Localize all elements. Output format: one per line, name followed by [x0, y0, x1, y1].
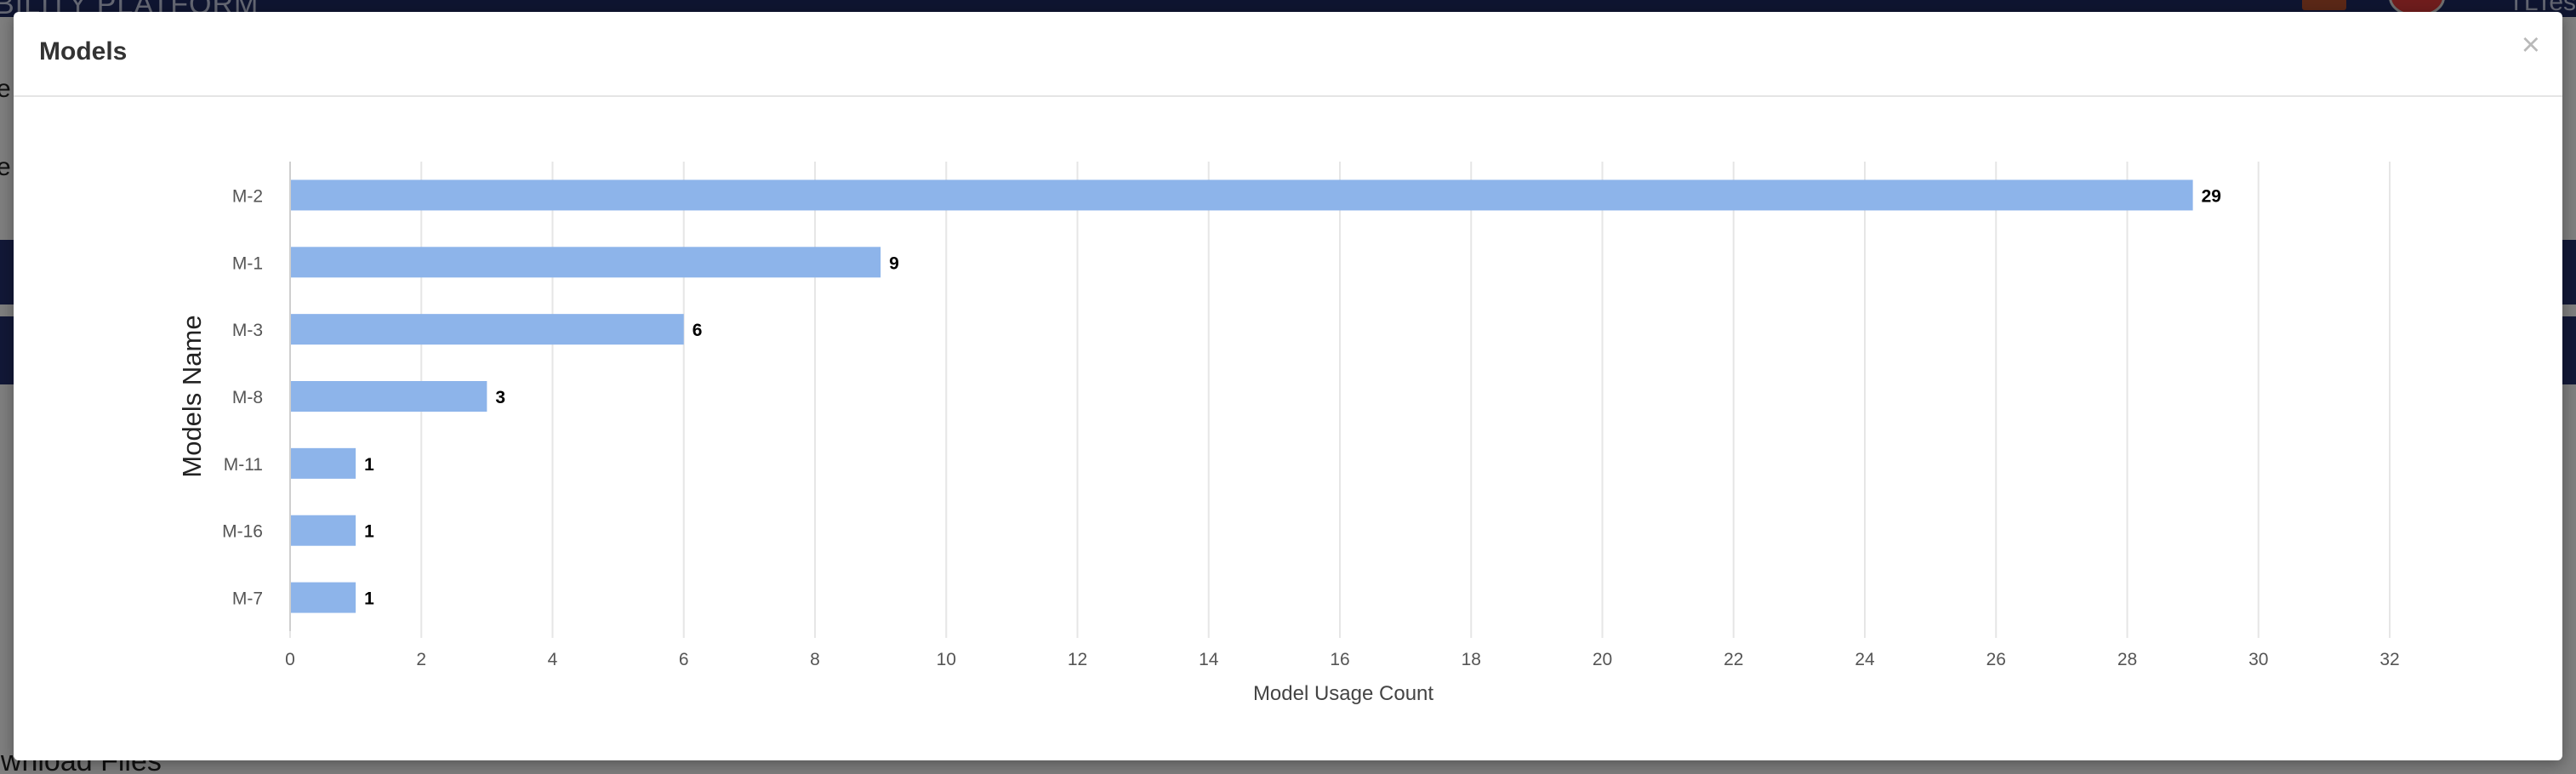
- data-label: 29: [2202, 186, 2221, 206]
- bar: [290, 381, 487, 412]
- x-axis-label: Model Usage Count: [1253, 682, 1433, 705]
- x-tick-label: 20: [1593, 650, 1612, 669]
- chart-container: 0 2 4 6 8 10 12 14 16 18 20 22 24 26 28 30 32 Model Usage…: [14, 97, 2562, 760]
- x-tick-label: 14: [1199, 650, 1219, 669]
- modal-title: Models: [39, 37, 128, 65]
- x-tick-label: 26: [1986, 650, 2006, 669]
- modal-header: Models ×: [14, 12, 2562, 97]
- x-tick-label: 16: [1330, 650, 1349, 669]
- bar: [290, 314, 684, 345]
- data-label: 9: [889, 253, 899, 273]
- category-label: M-8: [232, 388, 263, 407]
- x-tick-label: 6: [679, 650, 689, 669]
- category-label: M-3: [232, 321, 263, 340]
- x-tick-label: 8: [810, 650, 820, 669]
- x-tick-label: 30: [2248, 650, 2268, 669]
- models-modal: Models × 0 2 4 6 8 10 12 14 16 18 20 22 24 26 28 30 32 Mo…: [14, 12, 2562, 760]
- x-tick-label: 32: [2379, 650, 2399, 669]
- category-label: M-1: [232, 253, 263, 273]
- data-label: 6: [692, 321, 703, 340]
- category-label: M-16: [222, 522, 263, 542]
- y-axis-label: Models Name: [177, 315, 207, 477]
- data-label: 1: [364, 589, 374, 609]
- category-label: M-2: [232, 186, 263, 206]
- bar: [290, 179, 2193, 211]
- x-tick-label: 4: [548, 650, 558, 669]
- data-label: 1: [364, 455, 374, 475]
- bar: [290, 515, 356, 546]
- bar: [290, 447, 356, 479]
- x-tick-label: 10: [937, 650, 956, 669]
- x-tick-label: 18: [1462, 650, 1481, 669]
- x-tick-label: 2: [416, 650, 426, 669]
- x-tick-label: 22: [1724, 650, 1743, 669]
- x-tick-label: 12: [1068, 650, 1087, 669]
- x-tick-label: 0: [285, 650, 295, 669]
- data-label: 3: [495, 388, 505, 407]
- bar: [290, 582, 356, 613]
- x-tick-label: 28: [2117, 650, 2137, 669]
- x-tick-label: 24: [1855, 650, 1875, 669]
- close-icon[interactable]: ×: [2521, 27, 2540, 63]
- category-label: M-7: [232, 589, 263, 609]
- data-label: 1: [364, 522, 374, 542]
- category-label: M-11: [224, 455, 263, 475]
- bar: [290, 247, 881, 278]
